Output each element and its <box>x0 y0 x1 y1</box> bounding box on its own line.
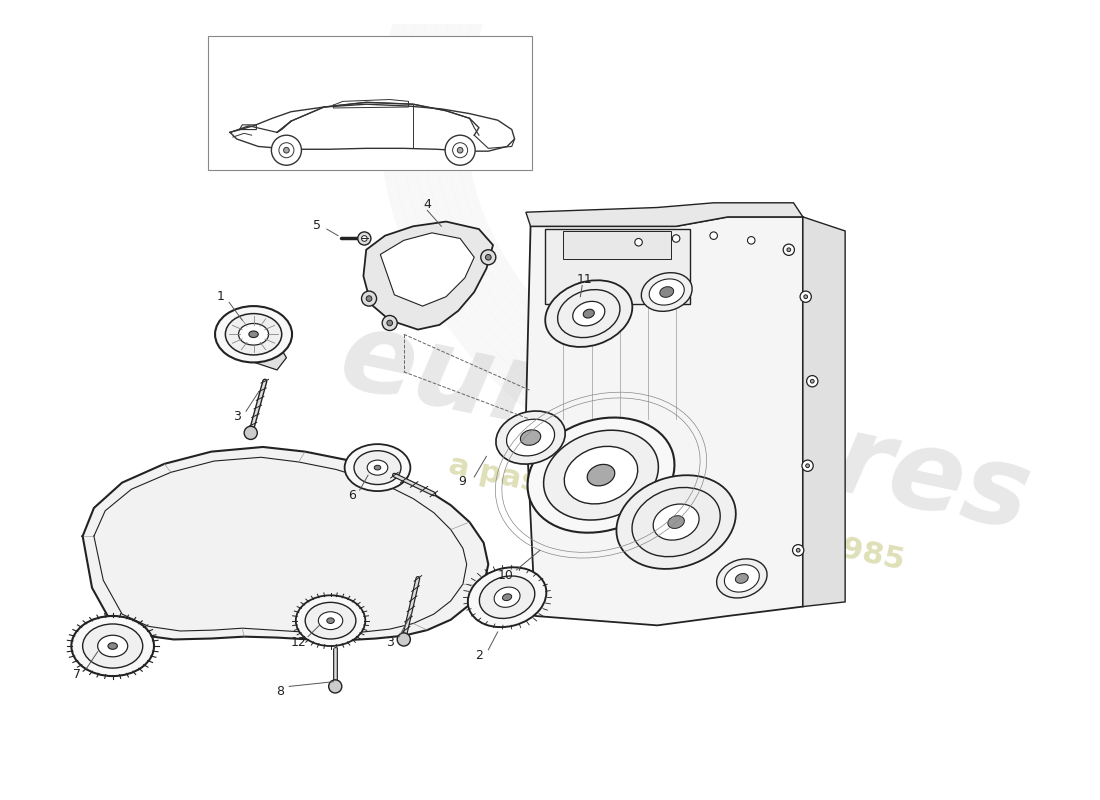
Ellipse shape <box>616 475 736 569</box>
Circle shape <box>362 291 376 306</box>
Ellipse shape <box>506 419 554 456</box>
Ellipse shape <box>725 565 759 592</box>
Ellipse shape <box>305 602 356 639</box>
Ellipse shape <box>367 460 388 475</box>
Text: 5: 5 <box>314 219 321 232</box>
Ellipse shape <box>82 624 143 668</box>
Circle shape <box>272 135 301 166</box>
Ellipse shape <box>496 411 565 464</box>
Ellipse shape <box>543 430 659 520</box>
Text: 3: 3 <box>386 636 394 649</box>
Circle shape <box>710 232 717 239</box>
Text: 11: 11 <box>576 274 592 286</box>
Ellipse shape <box>480 576 535 618</box>
Circle shape <box>284 147 289 153</box>
Text: 8: 8 <box>276 685 284 698</box>
Polygon shape <box>363 222 493 330</box>
Ellipse shape <box>564 446 638 504</box>
Ellipse shape <box>239 323 268 345</box>
Circle shape <box>800 291 812 302</box>
Ellipse shape <box>108 642 118 650</box>
Circle shape <box>329 680 342 693</box>
Polygon shape <box>381 233 474 306</box>
Text: 12: 12 <box>290 636 307 649</box>
Ellipse shape <box>668 516 684 529</box>
Polygon shape <box>526 217 803 626</box>
Text: 9: 9 <box>458 475 466 488</box>
Bar <box>544 229 690 304</box>
Text: a passion for porsche 1985: a passion for porsche 1985 <box>446 450 906 575</box>
Ellipse shape <box>327 618 334 623</box>
Circle shape <box>387 320 393 326</box>
Text: 6: 6 <box>349 490 356 502</box>
Circle shape <box>446 135 475 166</box>
Ellipse shape <box>546 280 632 347</box>
Circle shape <box>748 237 755 244</box>
Circle shape <box>811 379 814 383</box>
Circle shape <box>806 375 818 387</box>
Circle shape <box>362 236 367 242</box>
Ellipse shape <box>503 594 512 601</box>
Ellipse shape <box>249 331 258 338</box>
Ellipse shape <box>653 504 700 540</box>
Text: eurospares: eurospares <box>331 303 1041 554</box>
Circle shape <box>481 250 496 265</box>
Circle shape <box>786 248 791 252</box>
Ellipse shape <box>214 306 292 362</box>
Circle shape <box>397 633 410 646</box>
Ellipse shape <box>98 635 128 657</box>
Ellipse shape <box>72 616 154 676</box>
Circle shape <box>672 234 680 242</box>
Ellipse shape <box>296 595 365 646</box>
Text: 4: 4 <box>424 198 431 211</box>
Text: 1: 1 <box>217 290 224 303</box>
Circle shape <box>805 464 810 468</box>
Ellipse shape <box>736 574 748 583</box>
Ellipse shape <box>468 567 547 627</box>
Polygon shape <box>82 447 488 640</box>
Ellipse shape <box>573 302 605 326</box>
Polygon shape <box>526 203 803 226</box>
Circle shape <box>358 232 371 245</box>
Circle shape <box>458 147 463 153</box>
Ellipse shape <box>354 450 402 485</box>
Polygon shape <box>240 332 286 370</box>
Ellipse shape <box>558 290 620 338</box>
Circle shape <box>635 238 642 246</box>
Polygon shape <box>803 217 845 606</box>
Ellipse shape <box>520 430 541 446</box>
Circle shape <box>485 254 491 260</box>
Text: 3: 3 <box>233 410 241 423</box>
Circle shape <box>796 548 800 552</box>
Circle shape <box>382 315 397 330</box>
Ellipse shape <box>344 444 410 491</box>
Circle shape <box>802 460 813 471</box>
Circle shape <box>279 142 294 158</box>
Ellipse shape <box>632 487 721 557</box>
Text: 7: 7 <box>73 668 81 681</box>
Circle shape <box>366 296 372 302</box>
Ellipse shape <box>374 466 381 470</box>
Ellipse shape <box>660 286 673 298</box>
Bar <box>209 36 531 170</box>
Ellipse shape <box>649 279 684 305</box>
Ellipse shape <box>226 314 282 355</box>
Circle shape <box>783 244 794 255</box>
Ellipse shape <box>587 464 615 486</box>
Ellipse shape <box>528 418 674 533</box>
Circle shape <box>804 295 807 298</box>
Bar <box>563 231 671 259</box>
Ellipse shape <box>641 273 692 311</box>
Ellipse shape <box>583 310 594 318</box>
Ellipse shape <box>494 587 520 607</box>
Ellipse shape <box>318 612 343 630</box>
Circle shape <box>452 142 468 158</box>
Text: 10: 10 <box>497 569 513 582</box>
Text: 2: 2 <box>475 649 483 662</box>
Circle shape <box>244 426 257 439</box>
Ellipse shape <box>716 559 767 598</box>
Circle shape <box>793 545 804 556</box>
